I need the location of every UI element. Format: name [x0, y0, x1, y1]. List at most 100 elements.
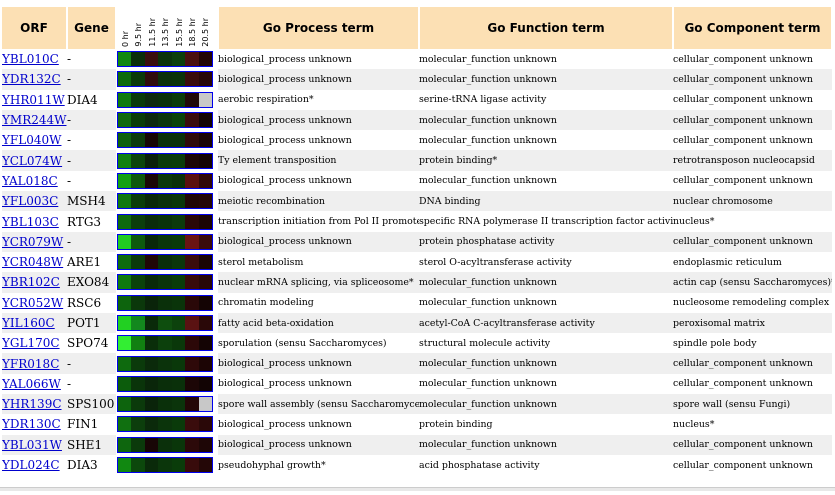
process-term-cell: biological_process unknown [218, 353, 419, 374]
expression-heatmap-strip[interactable] [117, 132, 213, 149]
expression-heatmap-strip[interactable] [117, 375, 213, 392]
expression-heatmap-cell [116, 333, 218, 354]
expression-swatch [144, 72, 159, 87]
function-term-cell: protein binding [419, 414, 673, 435]
expression-heatmap-strip[interactable] [117, 335, 213, 352]
expression-swatch [144, 417, 159, 432]
orf-link[interactable]: YCR079W [2, 234, 64, 249]
expression-heatmap-strip[interactable] [117, 51, 213, 68]
orf-link[interactable]: YDL024C [2, 458, 60, 473]
expression-heatmap-cell [116, 312, 218, 334]
expression-heatmap-cell [116, 89, 218, 110]
expression-heatmap-strip[interactable] [117, 416, 213, 433]
expression-swatch [171, 72, 186, 87]
table-row: YCL074W - Ty element transposition protein … [2, 150, 832, 171]
orf-link[interactable]: YBL010C [2, 52, 59, 67]
orf-link[interactable]: YBL031W [2, 437, 62, 452]
orf-link[interactable]: YAL018C [2, 173, 58, 188]
orf-link[interactable]: YBL103C [2, 214, 59, 229]
expression-heatmap-strip[interactable] [117, 233, 213, 250]
process-term-cell: biological_process unknown [218, 49, 419, 70]
orf-link[interactable]: YIL160C [2, 316, 55, 330]
expression-swatch [198, 194, 212, 209]
orf-cell: YBL103C [2, 211, 67, 232]
function-term-cell: molecular_function unknown [419, 272, 673, 293]
expression-heatmap-strip[interactable] [117, 213, 213, 230]
expression-swatch [185, 113, 199, 128]
expression-swatch [158, 316, 172, 330]
expression-swatch [131, 92, 145, 107]
process-term-cell: biological_process unknown [218, 170, 419, 192]
orf-link[interactable]: YGL170C [2, 336, 60, 351]
orf-link[interactable]: YHR011W [2, 92, 65, 107]
expression-swatch [144, 153, 159, 168]
expression-heatmap-strip[interactable] [117, 152, 213, 169]
expression-swatch [158, 275, 172, 290]
expression-swatch [118, 52, 132, 67]
gene-cell: RSC6 [67, 292, 116, 313]
gene-cell: DIA4 [67, 89, 116, 110]
expression-swatch [198, 234, 212, 249]
expression-swatch [158, 376, 172, 391]
expression-swatch [118, 92, 132, 107]
expression-swatch [171, 295, 186, 310]
expression-heatmap-strip[interactable] [117, 71, 213, 88]
component-term-cell: cellular_component unknown [673, 89, 832, 110]
orf-link[interactable]: YFR018C [2, 356, 60, 371]
horizontal-scrollbar-edge[interactable] [0, 487, 835, 491]
expression-swatch [144, 275, 159, 290]
expression-swatch [131, 275, 145, 290]
component-term-cell: nuclear chromosome [673, 191, 832, 212]
expression-heatmap-strip[interactable] [117, 91, 213, 108]
expression-swatch [144, 295, 159, 310]
expression-swatch [185, 336, 199, 351]
component-term-cell: cellular_component unknown [673, 373, 832, 395]
orf-link[interactable]: YFL040W [2, 133, 62, 148]
expression-swatch [158, 295, 172, 310]
expression-swatch [185, 437, 199, 452]
expression-heatmap-cell [116, 251, 218, 273]
expression-heatmap-strip[interactable] [117, 172, 213, 189]
expression-heatmap-strip[interactable] [117, 274, 213, 291]
gene-cell: - [67, 109, 116, 131]
orf-link[interactable]: YBR102C [2, 275, 60, 290]
expression-swatch [118, 173, 132, 188]
component-term-cell: spindle pole body [673, 333, 832, 354]
table-row: YIL160C POT1 fatty acid beta-oxidation acet… [2, 312, 832, 334]
orf-link[interactable]: YCR052W [2, 295, 64, 310]
expression-heatmap-strip[interactable] [117, 315, 213, 331]
time-label: 9.5 hr [134, 23, 144, 47]
expression-heatmap-strip[interactable] [117, 396, 213, 413]
expression-heatmap-strip[interactable] [117, 193, 213, 210]
orf-link[interactable]: YAL066W [2, 376, 61, 391]
component-term-cell: spore wall (sensu Fungi) [673, 394, 832, 415]
expression-swatch [144, 458, 159, 473]
expression-heatmap-strip[interactable] [117, 457, 213, 474]
orf-link[interactable]: YCR048W [2, 255, 64, 270]
expression-heatmap-cell [116, 272, 218, 293]
table-row: YAL018C - biological_process unknown molecu… [2, 170, 832, 192]
expression-heatmap-cell [116, 454, 218, 476]
expression-swatch [185, 295, 199, 310]
orf-link[interactable]: YDR132C [2, 72, 61, 87]
expression-swatch [144, 52, 159, 67]
expression-heatmap-strip[interactable] [117, 436, 213, 453]
expression-swatch [131, 316, 145, 330]
orf-link[interactable]: YDR130C [2, 417, 61, 432]
process-term-cell: sterol metabolism [218, 251, 419, 273]
expression-swatch [131, 458, 145, 473]
orf-link[interactable]: YFL003C [2, 194, 59, 209]
orf-link[interactable]: YHR139C [2, 397, 62, 412]
gene-cell: - [67, 353, 116, 374]
expression-heatmap-strip[interactable] [117, 254, 213, 271]
orf-link[interactable]: YCL074W [2, 153, 63, 168]
expression-swatch [158, 437, 172, 452]
table-row: YFR018C - biological_process unknown molecu… [2, 353, 832, 374]
orf-link[interactable]: YMR244W [2, 113, 67, 128]
table-row: YBL103C RTG3 transcription initiation from… [2, 211, 832, 232]
expression-heatmap-strip[interactable] [117, 112, 213, 129]
expression-heatmap-strip[interactable] [117, 294, 213, 311]
gene-cell: DIA3 [67, 454, 116, 476]
expression-swatch [118, 214, 132, 229]
expression-heatmap-strip[interactable] [117, 355, 213, 372]
